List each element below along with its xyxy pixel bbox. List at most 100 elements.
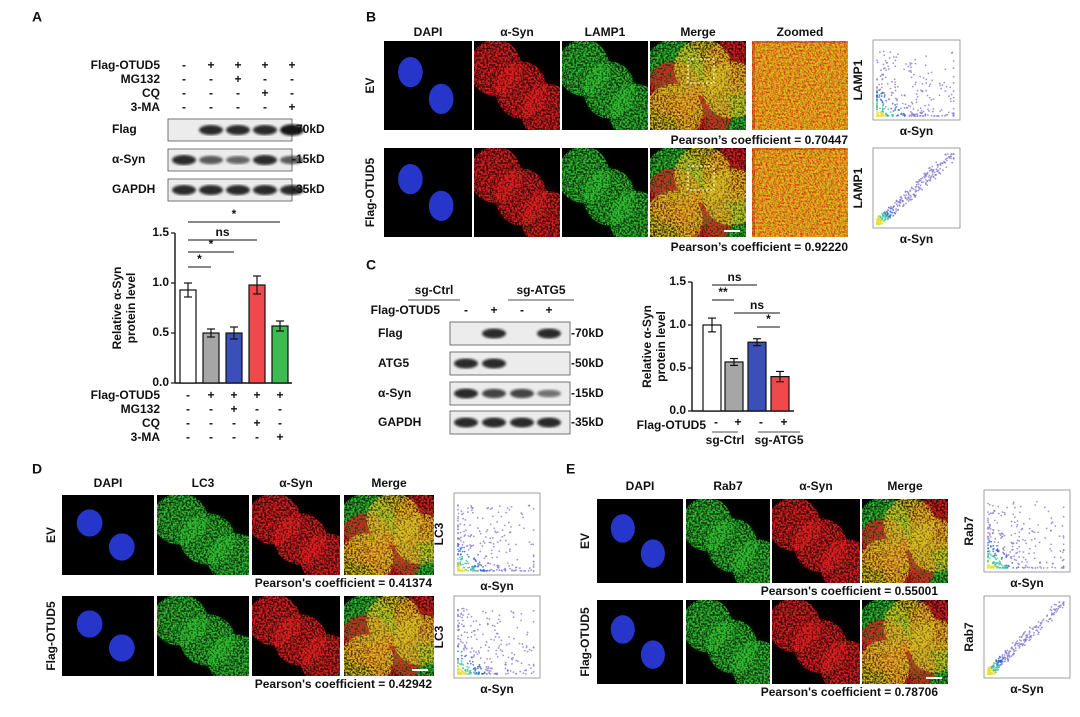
scatter-dot xyxy=(470,615,473,618)
scatter-dot xyxy=(987,502,989,505)
scatter-dot xyxy=(457,543,459,546)
bar xyxy=(225,332,243,384)
scatter-dot xyxy=(457,613,459,616)
scatter-dot xyxy=(950,153,953,156)
blot-band xyxy=(253,185,277,195)
scatter-dot xyxy=(887,115,889,117)
condition-sign: - xyxy=(290,72,294,86)
scatter-dot xyxy=(486,669,489,672)
scatter-dot xyxy=(1062,601,1065,604)
scatter-dot xyxy=(493,564,496,566)
channel-header: α-Syn xyxy=(500,25,533,39)
scatter-dot xyxy=(498,569,501,572)
scatter-dot xyxy=(504,661,507,664)
scatter-dot xyxy=(920,112,923,115)
scatter-dot xyxy=(503,534,506,537)
scatter-dot xyxy=(884,67,886,70)
scatter-dot xyxy=(506,668,509,671)
scatter-dot xyxy=(900,113,902,115)
y-tick-label: 1.0 xyxy=(152,275,169,289)
scatter-dot xyxy=(881,104,884,107)
scatter-dot xyxy=(934,177,937,180)
scatter-dot xyxy=(928,167,930,170)
scatter-dot xyxy=(1026,561,1029,563)
scatter-dot xyxy=(495,673,498,675)
scatter-dot xyxy=(910,71,912,74)
scatter-dot xyxy=(1022,522,1025,525)
panel-letter: B xyxy=(366,9,376,25)
scatter-dot xyxy=(903,107,906,109)
scatter-dot xyxy=(997,666,1000,669)
scatter-dot xyxy=(876,101,878,103)
scatter-dot xyxy=(878,218,881,221)
cell-signal xyxy=(300,634,340,676)
pearson-coefficient: Pearson’s coefficient = 0.70447 xyxy=(671,133,849,147)
scatter-dot xyxy=(1028,547,1031,550)
scatter-dot xyxy=(878,94,881,97)
scatter-dot xyxy=(465,647,468,650)
scatter-dot xyxy=(466,616,469,619)
scatter-dot xyxy=(1057,607,1060,610)
scatter-dot xyxy=(1026,636,1029,639)
scatter-dot xyxy=(475,560,477,563)
scatter-dot xyxy=(508,531,511,534)
y-tick-label: 0.5 xyxy=(152,325,169,339)
image-signal xyxy=(755,150,848,237)
panel-letter: D xyxy=(32,461,42,477)
scatter-dot xyxy=(1004,658,1007,661)
scatter-dot xyxy=(476,653,479,656)
scatter-dot xyxy=(1006,506,1009,509)
scatter-dot xyxy=(921,188,924,191)
scatter-dot xyxy=(458,673,461,675)
scatter-dot xyxy=(522,516,524,519)
scatter-dot xyxy=(943,160,945,163)
scatter-dot xyxy=(1014,647,1017,649)
scatter-dot xyxy=(466,553,469,556)
scatter-dot xyxy=(1002,547,1004,550)
scatter-dot xyxy=(995,666,998,669)
scatter-dot xyxy=(992,666,995,668)
scatter-dot xyxy=(928,85,931,88)
scatter-dot xyxy=(910,76,913,79)
scatter-dot xyxy=(916,113,919,116)
image-background xyxy=(62,596,154,676)
scatter-dot xyxy=(903,113,906,116)
condition-sign: - xyxy=(263,100,267,114)
scatter-dot xyxy=(1002,658,1004,660)
scatter-dot xyxy=(882,74,884,76)
scatter-dot xyxy=(1053,603,1056,606)
micrograph xyxy=(344,495,434,575)
blot-band xyxy=(280,185,304,195)
scatter-dot xyxy=(924,104,927,107)
scatter-dot xyxy=(473,629,476,632)
scatter-dot xyxy=(512,656,514,659)
scatter-dot xyxy=(909,190,912,193)
scatter-dot xyxy=(1016,539,1019,542)
blot-band xyxy=(510,417,534,428)
scatter-dot xyxy=(1003,654,1006,656)
scatter-dot xyxy=(952,107,955,110)
scatter-dot xyxy=(1056,609,1059,612)
scatter-dot xyxy=(501,535,504,538)
scatter-dot xyxy=(460,634,463,637)
scatter-dot xyxy=(516,626,519,629)
scatter-dot xyxy=(914,113,917,116)
scatter-dot xyxy=(892,56,895,58)
channel-header: DAPI xyxy=(414,25,443,39)
scatter-dot xyxy=(997,657,1000,660)
scatter-dot xyxy=(532,563,535,566)
blot-band xyxy=(199,125,223,135)
blot-band xyxy=(172,155,196,165)
scatter-dot xyxy=(467,562,470,565)
scatter-dot xyxy=(1010,525,1013,527)
scatter-dot xyxy=(476,516,479,519)
scatter-dot xyxy=(482,610,484,613)
condition-sign: - xyxy=(759,415,763,429)
scatter-dot xyxy=(994,666,997,669)
scatter-dot xyxy=(472,620,475,623)
scatter-dot xyxy=(486,529,489,531)
scatter-dot xyxy=(471,511,474,514)
scatter-dot xyxy=(949,86,952,89)
scatter-dot xyxy=(475,638,478,641)
scatter-dot xyxy=(1011,548,1014,551)
